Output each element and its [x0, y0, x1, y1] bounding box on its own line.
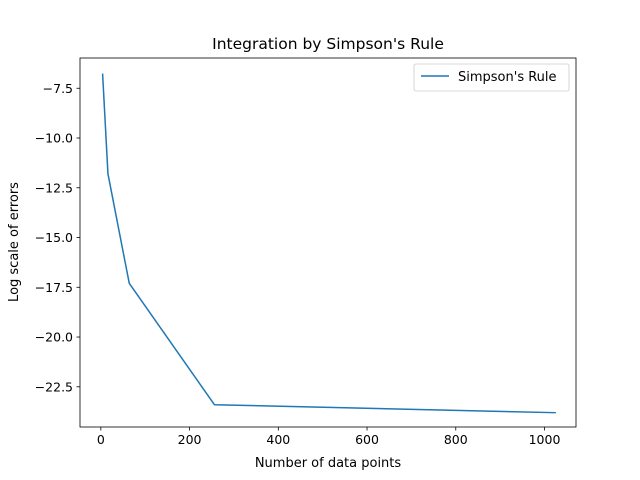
- x-tick-label: 1000: [529, 432, 561, 447]
- y-tick-label: −20.0: [35, 330, 73, 345]
- y-tick-label: −10.0: [35, 131, 73, 146]
- series-line-0: [101, 73, 556, 414]
- y-tick-label: −22.5: [35, 379, 73, 394]
- x-tick-label: 800: [444, 432, 468, 447]
- y-tick-label: −15.0: [35, 230, 73, 245]
- x-tick-label: 600: [355, 432, 379, 447]
- plot-frame: [79, 57, 577, 428]
- chart-title: Integration by Simpson's Rule: [212, 35, 444, 53]
- legend-box: [413, 63, 570, 92]
- y-tick-label: −12.5: [35, 180, 73, 195]
- x-axis-label: Number of data points: [255, 456, 402, 471]
- y-tick-label: −7.5: [43, 81, 73, 96]
- x-tick-label: 400: [266, 432, 290, 447]
- x-tick-label: 200: [178, 432, 202, 447]
- legend: Simpson's Rule: [413, 63, 570, 92]
- y-tick-label: −17.5: [35, 280, 73, 295]
- legend-label: Simpson's Rule: [458, 70, 557, 85]
- y-axis-label: Log scale of errors: [7, 182, 22, 302]
- x-tick-label: 0: [97, 432, 105, 447]
